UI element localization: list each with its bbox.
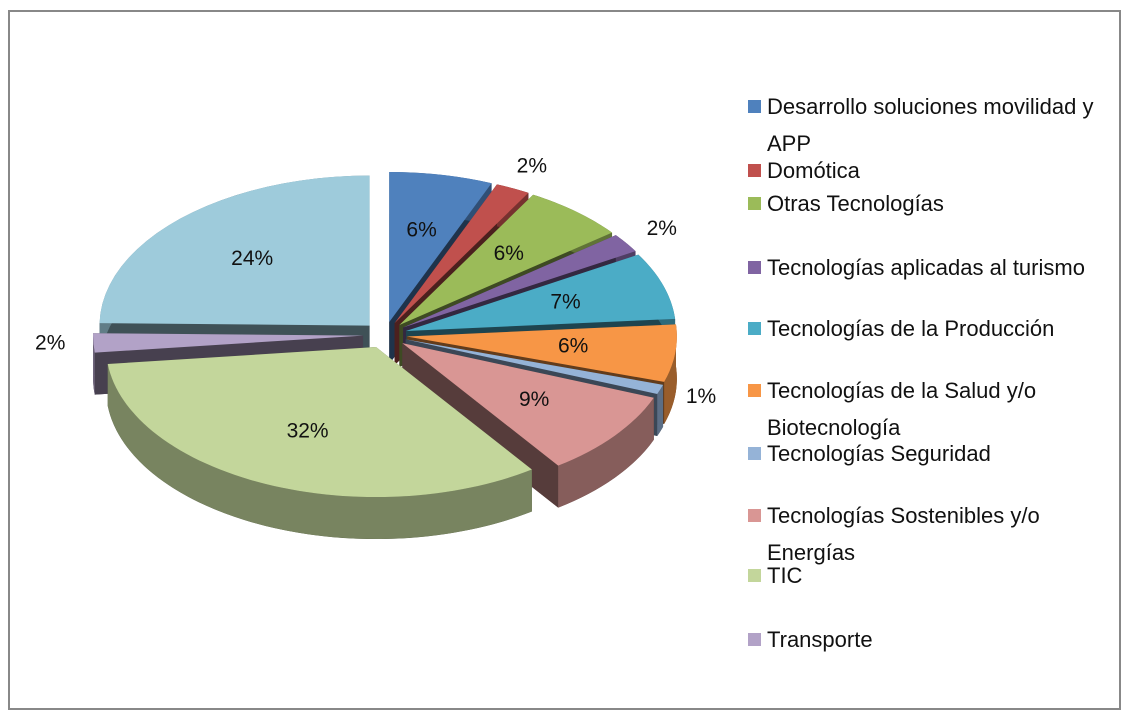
slice-side: [558, 397, 654, 508]
legend-item: Desarrollo soluciones movilidad y APP: [748, 88, 1108, 162]
data-label: 2%: [35, 332, 65, 355]
legend-label: TIC: [767, 563, 803, 588]
legend-label: Desarrollo soluciones movilidad y APP: [767, 94, 1094, 156]
legend-swatch: [748, 569, 761, 582]
slice: [93, 333, 364, 353]
legend-item: TIC: [748, 557, 1108, 594]
legend-swatch: [748, 261, 761, 274]
legend-item: Tecnologías Sostenibles y/o Energías: [748, 497, 1108, 571]
data-label: 2%: [517, 154, 547, 177]
legend-label: Otras Tecnologías: [767, 191, 944, 216]
slice-side: [664, 324, 677, 424]
legend-item: Tecnologías aplicadas al turismo: [748, 249, 1108, 286]
legend-label: Tecnologías Seguridad: [767, 441, 991, 466]
legend-swatch: [748, 447, 761, 460]
data-label: 7%: [550, 290, 580, 313]
legend-swatch: [748, 633, 761, 646]
legend-label: Domótica: [767, 158, 860, 183]
legend-item: Tecnologías de la Producción: [748, 310, 1108, 347]
slice: [405, 254, 676, 332]
legend-item: Tecnologías de la Salud y/o Biotecnologí…: [748, 372, 1108, 446]
legend-item: Transporte: [748, 621, 1108, 658]
legend-swatch: [748, 100, 761, 113]
slice: [403, 235, 636, 328]
legend-item: Domótica: [748, 152, 1108, 189]
slice: [107, 347, 532, 498]
data-label: 1%: [686, 385, 716, 408]
slice: [405, 339, 664, 394]
data-label: 2%: [647, 217, 677, 240]
legend-item: Tecnologías Seguridad: [748, 435, 1108, 472]
legend-label: Tecnologías Sostenibles y/o Energías: [767, 503, 1040, 565]
legend-item: Otras Tecnologías: [748, 185, 1108, 222]
data-label: 9%: [519, 388, 549, 411]
data-label: 24%: [231, 247, 273, 270]
legend-swatch: [748, 164, 761, 177]
slice: [399, 194, 613, 326]
slice: [394, 184, 529, 324]
legend-label: Tecnologías de la Producción: [767, 316, 1055, 341]
legend-swatch: [748, 197, 761, 210]
slice: [99, 175, 370, 326]
slice-side: [93, 333, 95, 395]
slice-side: [657, 384, 664, 436]
legend-label: Tecnologías aplicadas al turismo: [767, 255, 1085, 280]
data-label: 6%: [494, 242, 524, 265]
data-label: 6%: [406, 218, 436, 241]
data-label: 32%: [287, 419, 329, 442]
legend-label: Transporte: [767, 627, 873, 652]
legend-swatch: [748, 509, 761, 522]
slice: [406, 324, 677, 382]
slice-side: [107, 364, 532, 540]
slice: [389, 172, 492, 323]
legend-swatch: [748, 384, 761, 397]
legend-label: Tecnologías de la Salud y/o Biotecnologí…: [767, 378, 1037, 440]
slice: [402, 343, 654, 466]
legend-swatch: [748, 322, 761, 335]
data-label: 6%: [558, 335, 588, 358]
